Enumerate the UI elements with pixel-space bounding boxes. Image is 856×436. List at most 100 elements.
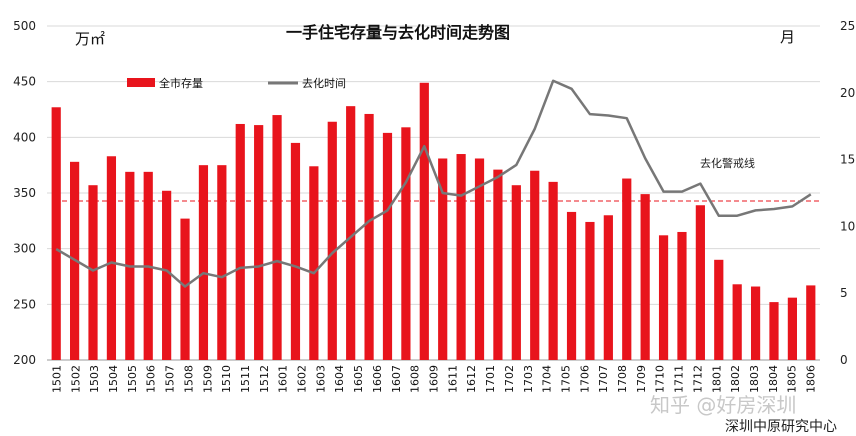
right-tick-label: 10 <box>840 219 855 233</box>
x-tick-label: 1502 <box>69 365 82 393</box>
x-tick-label: 1704 <box>541 365 554 393</box>
x-tick-label: 1708 <box>616 365 629 393</box>
x-tick-label: 1505 <box>126 365 139 393</box>
reference-line-label: 去化警戒线 <box>700 156 755 170</box>
bar <box>750 286 761 360</box>
bar <box>493 169 503 360</box>
legend-swatch-bar <box>127 78 155 87</box>
x-tick-label: 1701 <box>484 365 497 393</box>
bar <box>162 190 172 360</box>
x-tick-label: 1504 <box>107 365 120 393</box>
bar <box>603 215 613 360</box>
left-tick-label: 350 <box>13 186 36 200</box>
x-tick-label: 1709 <box>635 365 648 393</box>
x-tick-label: 1705 <box>559 365 572 393</box>
x-tick-label: 1803 <box>748 365 761 393</box>
x-tick-label: 1601 <box>277 365 290 393</box>
x-tick-label: 1604 <box>333 365 346 393</box>
bar <box>327 121 337 360</box>
x-tick-label: 1606 <box>371 365 384 393</box>
left-axis-unit: 万㎡ <box>75 30 105 48</box>
bar <box>548 181 558 360</box>
source-label: 深圳中原研究中心 <box>725 419 837 435</box>
bar <box>382 132 393 360</box>
gridlines <box>47 25 820 361</box>
left-tick-label: 300 <box>13 242 36 256</box>
bar <box>272 115 282 360</box>
bar <box>622 178 632 360</box>
x-tick-label: 1608 <box>409 365 422 393</box>
line-series <box>55 79 812 288</box>
bar <box>180 218 190 360</box>
bar <box>566 211 577 360</box>
bar <box>51 107 61 360</box>
x-tick-label: 1806 <box>805 365 818 393</box>
x-tick-label: 1609 <box>428 365 441 393</box>
left-tick-label: 450 <box>13 75 36 89</box>
x-tick-label: 1512 <box>258 365 271 393</box>
x-tick-label: 1501 <box>50 365 63 393</box>
right-axis-ticks: 0 5 10 15 20 25 <box>840 19 855 367</box>
x-tick-label: 1706 <box>578 365 591 393</box>
x-tick-label: 1605 <box>352 365 365 393</box>
x-tick-label: 1712 <box>691 365 704 393</box>
bar <box>198 165 209 360</box>
bar <box>254 125 264 360</box>
x-tick-label: 1511 <box>239 365 252 393</box>
x-tick-label: 1703 <box>522 365 535 393</box>
x-tick-label: 1507 <box>164 365 177 393</box>
x-axis-ticks: 1501 1502 1503 1504 1505 1506 1507 1508 1509 1510… <box>50 365 817 393</box>
x-tick-label: 1506 <box>145 365 158 393</box>
x-tick-label: 1805 <box>786 365 799 393</box>
left-axis-ticks: 200 250 300 350 400 450 500 <box>13 19 36 367</box>
bar <box>677 231 687 360</box>
x-tick-label: 1801 <box>710 365 723 393</box>
x-tick-label: 1607 <box>390 365 403 393</box>
x-tick-label: 1707 <box>597 365 610 393</box>
chart-title: 一手住宅存量与去化时间走势图 <box>286 23 510 42</box>
bar <box>806 285 816 360</box>
bar <box>511 185 521 360</box>
x-tick-label: 1603 <box>314 365 327 393</box>
x-tick-label: 1804 <box>767 365 780 393</box>
bar <box>530 170 540 360</box>
bar <box>456 154 466 360</box>
x-tick-label: 1510 <box>220 365 233 393</box>
x-tick-label: 1509 <box>201 365 214 393</box>
bar <box>714 259 724 360</box>
right-tick-label: 25 <box>840 19 855 33</box>
bar <box>585 221 595 360</box>
legend-label-line: 去化时间 <box>302 76 346 90</box>
bar <box>695 205 705 360</box>
x-tick-label: 1503 <box>88 365 101 393</box>
bar <box>640 194 650 360</box>
bar <box>235 123 245 361</box>
bar <box>769 302 779 360</box>
left-tick-label: 200 <box>13 353 36 367</box>
x-tick-label: 1711 <box>673 365 686 393</box>
right-tick-label: 0 <box>840 353 848 367</box>
x-tick-label: 1612 <box>465 365 478 393</box>
bar <box>787 297 797 360</box>
left-tick-label: 250 <box>13 297 36 311</box>
bar <box>106 156 117 360</box>
x-tick-label: 1710 <box>654 365 667 393</box>
bar-series <box>51 82 816 361</box>
left-tick-label: 400 <box>13 130 36 144</box>
x-tick-label: 1508 <box>182 365 195 393</box>
legend: 全市存量 去化时间 <box>127 76 346 90</box>
legend-label-bar: 全市存量 <box>159 76 203 90</box>
bar <box>732 284 742 360</box>
right-axis-unit: 月 <box>780 28 795 46</box>
bar <box>88 185 98 360</box>
bar <box>419 82 429 360</box>
bar <box>217 165 227 360</box>
x-tick-label: 1611 <box>446 365 459 393</box>
left-tick-label: 500 <box>13 19 36 33</box>
right-tick-label: 5 <box>840 286 848 300</box>
watermark: 知乎 @好房深圳 <box>650 393 796 417</box>
bar <box>364 113 374 360</box>
bar <box>474 158 485 360</box>
right-tick-label: 15 <box>840 153 855 167</box>
